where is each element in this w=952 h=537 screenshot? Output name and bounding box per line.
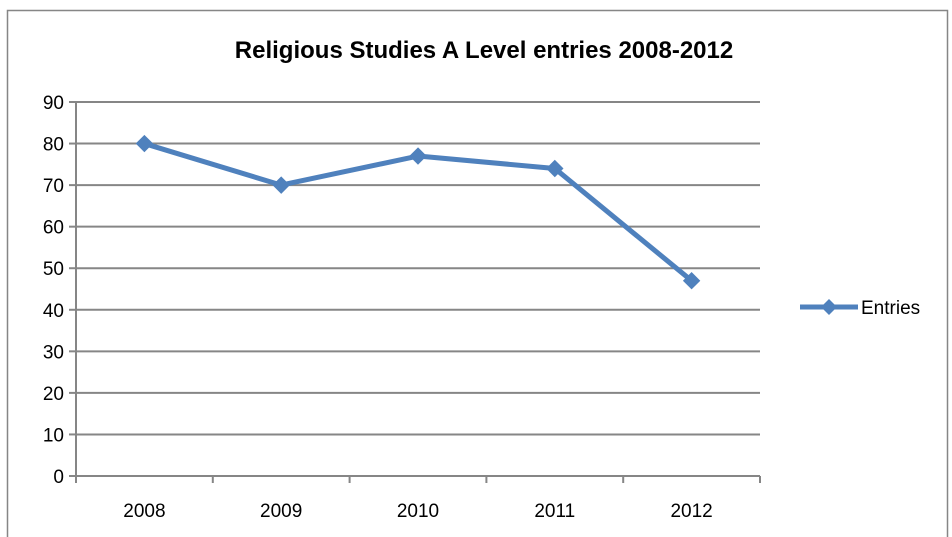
data-point-2010	[409, 147, 427, 165]
chart-border	[6, 9, 949, 537]
y-tick-label-80: 80	[43, 135, 64, 156]
y-tick-label-30: 30	[43, 342, 64, 363]
x-tick-label-2012: 2012	[670, 501, 712, 522]
gridlines	[76, 101, 760, 436]
x-tick-label-2010: 2010	[397, 501, 439, 522]
y-tick-label-50: 50	[43, 259, 64, 280]
data-point-2008	[135, 134, 154, 153]
y-tick-label-60: 60	[43, 218, 64, 239]
x-tick-label-2011: 2011	[534, 501, 575, 522]
y-tick-label-0: 0	[53, 467, 64, 488]
axes	[69, 101, 761, 483]
data-point-2011	[546, 159, 564, 178]
legend: Entries	[800, 298, 920, 319]
x-tick-label-2008: 2008	[123, 501, 165, 522]
x-tick-labels: 2008 2009 2010 2011 2012	[123, 501, 712, 522]
y-tick-labels: 0 10 20 30 40 50 60 70 80 90	[43, 93, 64, 488]
y-tick-label-40: 40	[43, 301, 64, 322]
legend-diamond-icon	[821, 299, 837, 315]
y-tick-label-90: 90	[43, 93, 64, 114]
chart-title: Religious Studies A Level entries 2008-2…	[235, 37, 733, 64]
data-point-2009	[272, 176, 290, 194]
series-entries	[135, 134, 701, 290]
data-point-2012	[682, 271, 701, 290]
y-tick-label-10: 10	[43, 425, 64, 446]
legend-label-entries: Entries	[861, 298, 920, 319]
y-tick-label-20: 20	[43, 384, 64, 405]
x-tick-label-2009: 2009	[260, 501, 302, 522]
y-tick-label-70: 70	[43, 176, 64, 197]
